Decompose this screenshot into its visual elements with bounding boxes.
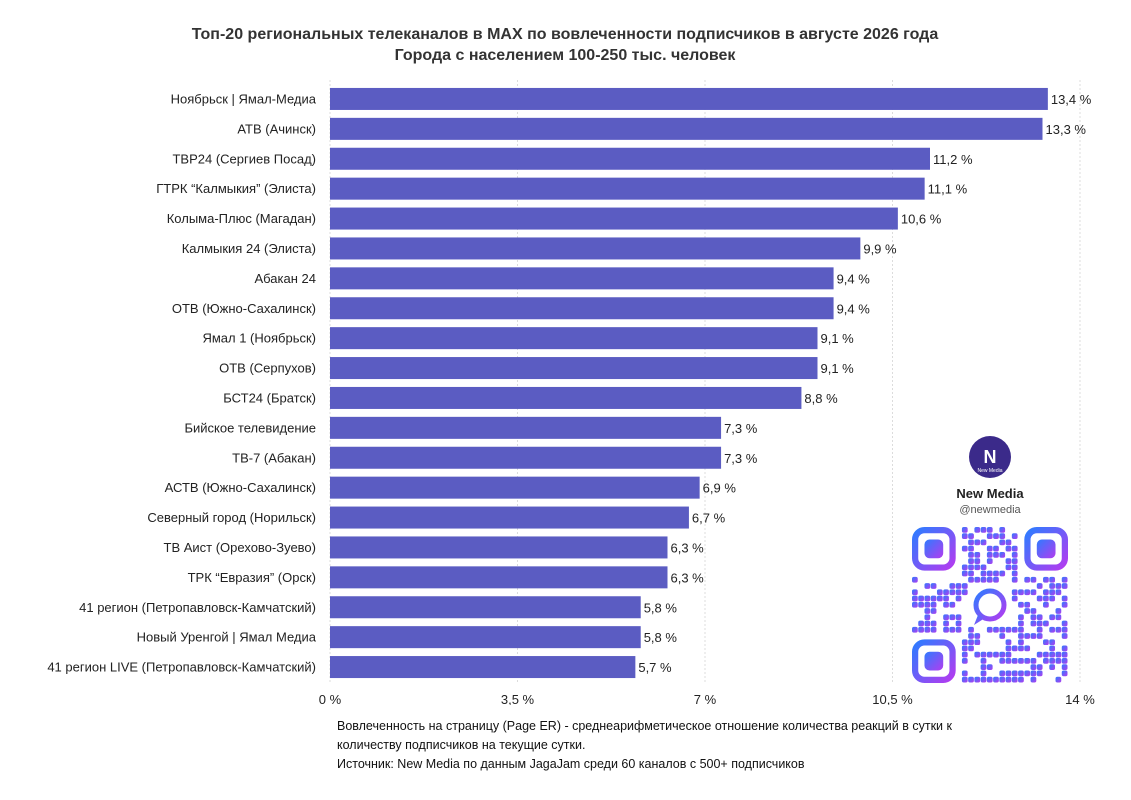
category-label: ТВ-7 (Абакан)	[232, 450, 316, 465]
bar	[330, 596, 641, 619]
value-label: 6,3 %	[671, 540, 705, 555]
category-label: Калмыкия 24 (Элиста)	[182, 241, 316, 256]
bar	[330, 177, 925, 200]
value-label: 6,7 %	[692, 511, 726, 526]
bar	[330, 476, 700, 499]
value-label: 13,3 %	[1046, 122, 1087, 137]
qr-code-icon	[912, 527, 1068, 683]
value-label: 9,9 %	[863, 241, 897, 256]
value-label: 5,7 %	[638, 660, 672, 675]
value-label: 9,1 %	[821, 331, 855, 346]
x-tick-label: 3,5 %	[501, 692, 535, 705]
x-tick-label: 7 %	[694, 692, 717, 705]
bar-chart: 0 % 3,5 % 7 % 10,5 % 14 % Ноябрьск | Ямал-Мед…	[47, 80, 1095, 705]
brand-block: N New Media New Media @newmedia	[905, 433, 1075, 683]
category-label: 41 регион (Петропавловск-Камчатский)	[79, 600, 316, 615]
category-label: 41 регион LIVE (Петропавловск-Камчатский…	[47, 660, 316, 675]
category-label: Ямал 1 (Ноябрьск)	[202, 331, 316, 346]
bar	[330, 147, 930, 170]
category-label: ТВР24 (Сергиев Посад)	[172, 151, 316, 166]
category-label: АТВ (Ачинск)	[237, 121, 316, 136]
footnote-line-1: Вовлеченность на страницу (Page ER) - ср…	[337, 719, 952, 733]
bar	[330, 626, 641, 649]
bar	[330, 416, 722, 439]
bar	[330, 207, 898, 230]
bar	[330, 656, 636, 679]
bar	[330, 267, 834, 290]
category-label: Абакан 24	[254, 271, 316, 286]
category-label: ОТВ (Серпухов)	[219, 361, 316, 376]
value-label: 10,6 %	[901, 212, 942, 227]
value-label: 5,8 %	[644, 600, 678, 615]
value-label: 6,3 %	[671, 570, 705, 585]
bar	[330, 327, 818, 350]
x-tick-label: 0 %	[319, 692, 342, 705]
footnote: Вовлеченность на страницу (Page ER) - ср…	[337, 717, 1057, 774]
bar	[330, 446, 722, 469]
value-label: 7,3 %	[724, 451, 758, 466]
value-label: 9,4 %	[837, 271, 871, 286]
value-label: 9,1 %	[821, 361, 855, 376]
value-label: 5,8 %	[644, 630, 678, 645]
bar	[330, 386, 802, 409]
bar	[330, 506, 689, 529]
bar	[330, 357, 818, 380]
bar	[330, 117, 1043, 140]
chart-subtitle: Города с населением 100-250 тыс. человек	[394, 47, 736, 64]
footnote-source: Источник: New Media по данным JagaJam ср…	[337, 757, 805, 771]
category-label: Бийское телевидение	[184, 420, 316, 435]
value-label: 11,1 %	[928, 182, 968, 197]
category-label: ОТВ (Южно-Сахалинск)	[172, 301, 316, 316]
category-label: Ноябрьск | Ямал-Медиа	[171, 91, 317, 106]
logo-letter: N	[983, 446, 997, 467]
category-label: АСТВ (Южно-Сахалинск)	[165, 480, 316, 495]
bar	[330, 237, 861, 260]
brand-name: New Media	[956, 486, 1024, 501]
value-label: 7,3 %	[724, 421, 758, 436]
category-label: ГТРК “Калмыкия” (Элиста)	[156, 181, 316, 196]
value-label: 11,2 %	[933, 152, 973, 167]
value-label: 6,9 %	[703, 481, 737, 496]
footnote-line-2: количеству подписчиков на текущие сутки.	[337, 738, 586, 752]
value-label: 13,4 %	[1051, 92, 1092, 107]
value-label: 9,4 %	[837, 301, 871, 316]
chart-title-block: Топ-20 региональных телеканалов в MAX по…	[0, 24, 1131, 66]
x-tick-label: 10,5 %	[872, 692, 913, 705]
brand-handle: @newmedia	[959, 504, 1021, 516]
bar	[330, 566, 668, 589]
logo-small-text: New Media	[977, 468, 1003, 474]
chart-title: Топ-20 региональных телеканалов в MAX по…	[191, 26, 939, 43]
category-label: Колыма-Плюс (Магадан)	[167, 211, 316, 226]
category-label: БСТ24 (Братск)	[223, 390, 316, 405]
category-label: ТВ Аист (Орехово-Зуево)	[164, 540, 317, 555]
bar	[330, 297, 834, 320]
new-media-logo-icon: N New Media	[969, 436, 1011, 478]
value-label: 8,8 %	[804, 391, 838, 406]
category-label: Новый Уренгой | Ямал Медиа	[137, 630, 317, 645]
bar	[330, 87, 1048, 110]
bar	[330, 536, 668, 559]
category-label: Северный город (Норильск)	[147, 510, 316, 525]
x-tick-label: 14 %	[1065, 692, 1095, 705]
category-label: ТРК “Евразия” (Орск)	[188, 570, 316, 585]
